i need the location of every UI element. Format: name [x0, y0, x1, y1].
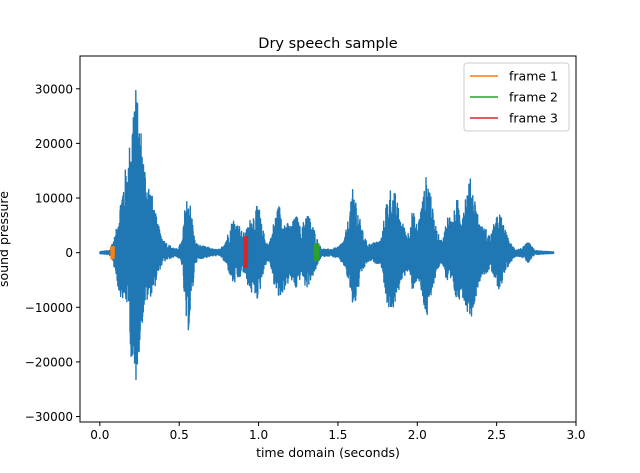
y-axis-ticks: −30000 −20000 −10000 0 10000 20000 30000 [25, 82, 80, 424]
frame-2-line [313, 243, 320, 261]
frame-1-line [110, 246, 115, 260]
x-tick-label: 2.5 [487, 428, 506, 442]
y-tick-label: −30000 [25, 410, 73, 424]
waveform-layer [99, 89, 555, 381]
x-tick-label: 0.5 [170, 428, 189, 442]
x-tick-label: 1.5 [328, 428, 347, 442]
frame-3-line [243, 236, 249, 268]
y-tick-label: 20000 [35, 137, 73, 151]
legend-label-frame-3: frame 3 [509, 111, 558, 126]
legend-label-frame-2: frame 2 [509, 90, 558, 105]
y-tick-label: −10000 [25, 301, 73, 315]
chart-title: Dry speech sample [258, 36, 397, 52]
legend: frame 1 frame 2 frame 3 [463, 62, 570, 132]
x-tick-label: 2.0 [408, 428, 427, 442]
legend-box [463, 62, 570, 132]
x-tick-label: 1.0 [249, 428, 268, 442]
y-tick-label: 10000 [35, 192, 73, 206]
x-axis-ticks: 0.0 0.5 1.0 1.5 2.0 2.5 3.0 [90, 422, 586, 442]
x-tick-label: 0.0 [90, 428, 109, 442]
x-tick-label: 3.0 [566, 428, 585, 442]
y-tick-label: 30000 [35, 82, 73, 96]
y-tick-label: 0 [65, 246, 73, 260]
frame-markers-layer [110, 236, 320, 268]
y-tick-label: −20000 [25, 355, 73, 369]
x-axis-label: time domain (seconds) [256, 445, 400, 460]
y-axis-label: sound pressure [0, 191, 11, 287]
axes-frame [79, 55, 577, 423]
legend-label-frame-1: frame 1 [509, 69, 558, 84]
waveform-line [99, 89, 555, 381]
